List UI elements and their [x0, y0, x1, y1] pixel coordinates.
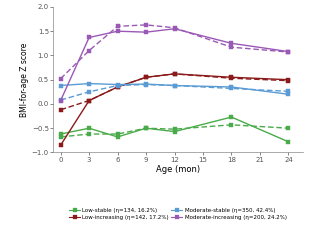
- X-axis label: Age (mon): Age (mon): [156, 165, 200, 174]
- Legend: Low-stable (η=134, 16.2%), Low-increasing (η=142, 17.2%), Moderate-stable (η=350: Low-stable (η=134, 16.2%), Low-increasin…: [69, 208, 287, 220]
- Y-axis label: BMI-for-age Z score: BMI-for-age Z score: [20, 43, 29, 117]
